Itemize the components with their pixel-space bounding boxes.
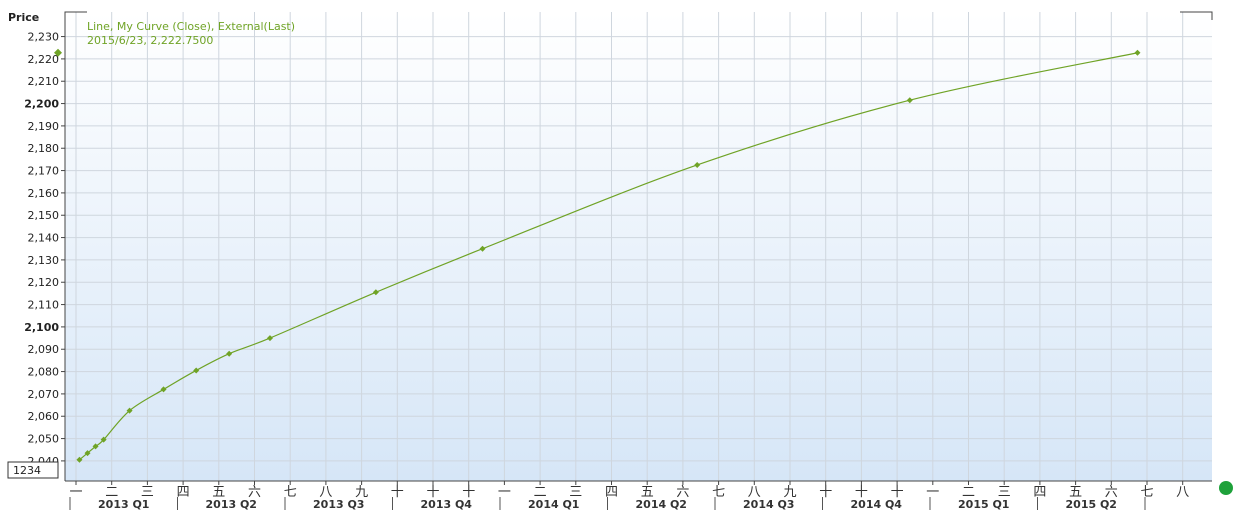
x-axis: 一 二 三 四 五 六 七 八 九 十 十 十 一 二 三 四 五 六 七 八 九 十 十 十 一 二 三 四 五 六 七 八 2013 Q1 2… <box>69 481 1189 511</box>
x-month-label: 十 <box>891 485 904 500</box>
legend-line-1: Line, My Curve (Close), External(Last) <box>87 20 295 33</box>
y-tick-label: 2,180 <box>28 142 60 155</box>
y-tick-label: 2,070 <box>28 388 60 401</box>
x-month-label: 十 <box>462 485 475 500</box>
y-tick-label: 2,100 <box>24 321 59 334</box>
x-month-label: 一 <box>926 485 939 500</box>
scroll-handle[interactable] <box>1219 481 1233 495</box>
x-month-label: 五 <box>1069 485 1082 500</box>
y-tick-label: 2,060 <box>28 410 60 423</box>
y-tick-label: 2,120 <box>28 276 60 289</box>
data-point <box>100 436 107 443</box>
x-month-label: 十 <box>391 485 404 500</box>
x-quarter-label: 2014 Q3 <box>743 498 794 511</box>
plot-area <box>65 12 1212 481</box>
frame-corner-right <box>1180 11 1213 20</box>
x-month-label: 六 <box>1105 485 1118 500</box>
data-point <box>1134 49 1141 56</box>
data-point <box>906 97 913 104</box>
x-quarter-label: 2015 Q2 <box>1066 498 1117 511</box>
data-point <box>76 456 83 463</box>
x-month-label: 九 <box>355 485 368 500</box>
x-month-label: 七 <box>712 485 725 500</box>
x-month-label: 八 <box>748 485 761 500</box>
x-month-label: 十 <box>855 485 868 500</box>
x-quarter-label: 2014 Q2 <box>636 498 687 511</box>
x-month-label: 二 <box>962 485 975 500</box>
current-value-label: 1234 <box>13 464 41 477</box>
x-month-label: 六 <box>248 485 261 500</box>
frame-corner-left <box>64 11 87 18</box>
x-month-label: 八 <box>319 485 332 500</box>
data-point <box>92 443 99 450</box>
y-tick-label: 2,110 <box>28 299 60 312</box>
x-month-label: 七 <box>284 485 297 500</box>
x-month-label: 一 <box>498 485 511 500</box>
y-tick-label: 2,210 <box>28 75 60 88</box>
x-month-label: 三 <box>998 485 1011 500</box>
y-tick-label: 2,130 <box>28 254 60 267</box>
data-point <box>694 161 701 168</box>
x-month-label: 十 <box>819 485 832 500</box>
x-month-label: 九 <box>783 485 796 500</box>
data-point <box>84 450 91 457</box>
x-month-label: 七 <box>1140 485 1153 500</box>
data-point <box>479 245 486 252</box>
grid <box>65 12 1212 481</box>
x-quarter-label: 2013 Q4 <box>421 498 473 511</box>
y-tick-label: 2,090 <box>28 343 60 356</box>
data-point <box>126 407 133 414</box>
x-month-label: 四 <box>605 485 618 500</box>
x-month-label: 四 <box>177 485 190 500</box>
y-tick-label: 2,170 <box>28 165 60 178</box>
x-month-label: 三 <box>141 485 154 500</box>
x-month-label: 五 <box>641 485 654 500</box>
x-quarter-label: 2013 Q3 <box>313 498 364 511</box>
y-tick-label: 2,200 <box>24 98 59 111</box>
data-point <box>160 386 167 393</box>
y-tick-label: 2,080 <box>28 366 60 379</box>
x-month-label: 三 <box>569 485 582 500</box>
last-value-marker <box>54 48 62 57</box>
x-month-label: 十 <box>426 485 439 500</box>
data-point <box>266 335 273 342</box>
x-month-label: 一 <box>69 485 82 500</box>
data-point <box>193 367 200 374</box>
data-point <box>372 289 379 296</box>
y-tick-label: 2,220 <box>28 53 60 66</box>
y-tick-label: 2,190 <box>28 120 60 133</box>
series-layer <box>54 48 1141 463</box>
x-month-label: 二 <box>105 485 118 500</box>
y-tick-label: 2,050 <box>28 433 60 446</box>
x-quarter-label: 2014 Q1 <box>528 498 579 511</box>
current-value-box: 1234 <box>7 461 59 479</box>
y-tick-label: 2,160 <box>28 187 60 200</box>
y-tick-label: 2,150 <box>28 209 60 222</box>
plot-frame <box>64 11 1213 482</box>
x-month-label: 四 <box>1033 485 1046 500</box>
x-month-label: 六 <box>676 485 689 500</box>
y-tick-label: 2,230 <box>28 31 60 44</box>
x-month-label: 八 <box>1176 485 1189 500</box>
x-quarter-label: 2013 Q1 <box>98 498 149 511</box>
x-month-label: 二 <box>534 485 547 500</box>
legend-line-2: 2015/6/23, 2,222.7500 <box>87 34 213 47</box>
y-axis-title: Price <box>8 11 39 24</box>
x-quarter-label: 2015 Q1 <box>958 498 1009 511</box>
y-axis-ticks: 2,0402,0502,0602,0702,0802,0902,1002,110… <box>24 31 65 468</box>
y-tick-label: 2,140 <box>28 232 60 245</box>
data-point <box>226 350 233 357</box>
x-quarter-label: 2014 Q4 <box>851 498 903 511</box>
x-quarter-label: 2013 Q2 <box>206 498 257 511</box>
x-month-label: 五 <box>212 485 225 500</box>
